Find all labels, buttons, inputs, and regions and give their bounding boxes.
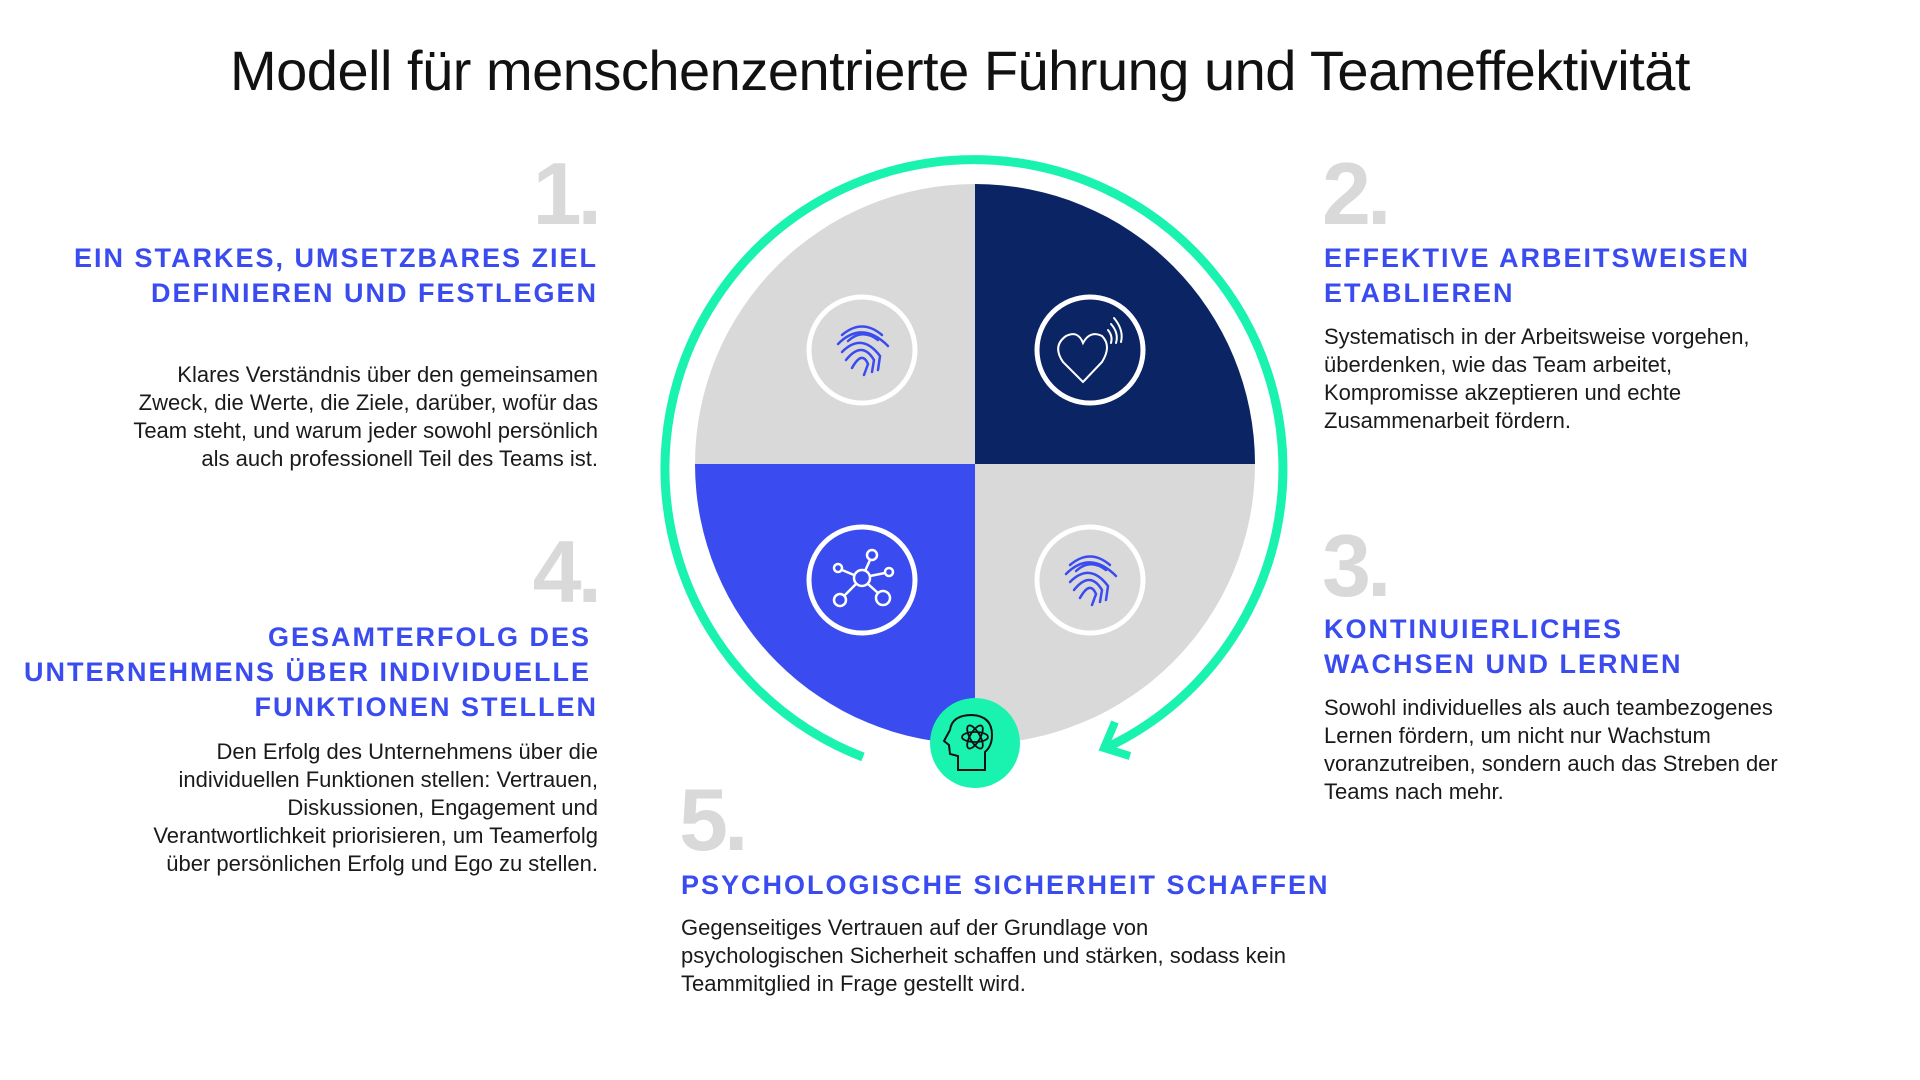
step-heading-3: KONTINUIERLICHES WACHSEN UND LERNEN: [1324, 612, 1683, 682]
body-line: Klares Verständnis über den gemeinsamen: [177, 362, 598, 387]
page-title: Modell für menschenzentrierte Führung un…: [230, 39, 1690, 102]
body-line: psychologischen Sicherheit schaffen und …: [681, 943, 1286, 968]
step-number-4: 4.: [532, 522, 602, 621]
body-line: als auch professionell Teil des Teams is…: [201, 446, 598, 471]
quadrant-1: [695, 184, 975, 464]
heading-line: UNTERNEHMENS ÜBER INDIVIDUELLE: [23, 657, 591, 687]
fingerprint-icon: [806, 294, 918, 406]
body-line: über persönlichen Erfolg und Ego zu stel…: [166, 851, 598, 876]
heading-line: ETABLIEREN: [1324, 278, 1515, 308]
body-line: Teams nach mehr.: [1324, 779, 1504, 804]
step-number-3: 3.: [1322, 516, 1391, 615]
heading-line: KONTINUIERLICHES: [1324, 614, 1624, 644]
body-line: Kompromisse akzeptieren und echte: [1324, 380, 1682, 405]
body-line: Zusammenarbeit fördern.: [1324, 408, 1571, 433]
body-line: Verantwortlichkeit priorisieren, um Team…: [153, 823, 598, 848]
body-line: Diskussionen, Engagement und: [287, 795, 598, 820]
heading-line: EFFEKTIVE ARBEITSWEISEN: [1324, 243, 1751, 273]
heading-line: FUNKTIONEN STELLEN: [254, 692, 598, 722]
quadrant-3: [975, 464, 1255, 744]
step-body-3: Sowohl individuelles als auch teambezoge…: [1324, 694, 1778, 806]
step-body-1: Klares Verständnis über den gemeinsamen …: [133, 361, 598, 473]
body-line: Gegenseitiges Vertrauen auf der Grundlag…: [681, 915, 1149, 940]
heading-line: DEFINIEREN UND FESTLEGEN: [150, 278, 598, 308]
quadrant-2: [975, 184, 1255, 464]
body-line: Teammitglied in Frage gestellt wird.: [681, 971, 1026, 996]
network-icon: [806, 524, 918, 636]
step-heading-4: GESAMTERFOLG DES UNTERNEHMENS ÜBER INDIV…: [24, 620, 598, 725]
heading-line: EIN STARKES, UMSETZBARES ZIEL: [73, 243, 598, 273]
heading-line: GESAMTERFOLG DES: [267, 622, 591, 652]
step-body-2: Systematisch in der Arbeitsweise vorgehe…: [1324, 323, 1750, 435]
step-number-1: 1.: [532, 144, 602, 243]
heading-line: PSYCHOLOGISCHE SICHERHEIT SCHAFFEN: [681, 870, 1330, 900]
step-heading-1: EIN STARKES, UMSETZBARES ZIEL DEFINIEREN…: [74, 241, 598, 311]
head-atom-icon: [930, 698, 1020, 788]
body-line: Sowohl individuelles als auch teambezoge…: [1324, 695, 1773, 720]
step-heading-2: EFFEKTIVE ARBEITSWEISEN ETABLIEREN: [1324, 241, 1750, 311]
step-heading-5: PSYCHOLOGISCHE SICHERHEIT SCHAFFEN: [681, 868, 1330, 903]
body-line: Lernen fördern, um nicht nur Wachstum: [1324, 723, 1711, 748]
cycle-arrow-ring: [660, 155, 1288, 762]
body-line: Systematisch in der Arbeitsweise vorgehe…: [1324, 324, 1750, 349]
step-body-5: Gegenseitiges Vertrauen auf der Grundlag…: [681, 914, 1286, 998]
body-line: Zweck, die Werte, die Ziele, darüber, wo…: [138, 390, 598, 415]
step-number-5: 5.: [679, 770, 748, 869]
heading-line: WACHSEN UND LERNEN: [1324, 649, 1683, 679]
body-line: Team steht, und warum jeder sowohl persö…: [133, 418, 598, 443]
step-number-2: 2.: [1322, 144, 1391, 243]
body-line: individuellen Funktionen stellen: Vertra…: [178, 767, 599, 792]
fingerprint-icon: [1034, 524, 1146, 636]
heart-signal-icon: [1034, 294, 1146, 406]
body-line: überdenken, wie das Team arbeitet,: [1324, 352, 1673, 377]
step-body-4: Den Erfolg des Unternehmens über die ind…: [153, 738, 598, 878]
body-line: Den Erfolg des Unternehmens über die: [216, 739, 598, 764]
body-line: voranzutreiben, sondern auch das Streben…: [1324, 751, 1778, 776]
cycle-arrowhead: [1098, 720, 1132, 760]
